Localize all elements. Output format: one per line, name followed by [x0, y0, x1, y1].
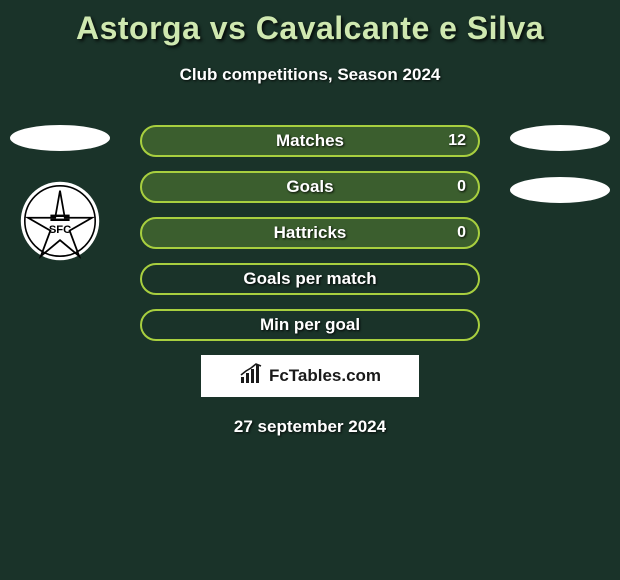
stat-row-hattricks: Hattricks 0: [140, 217, 480, 249]
stat-label: Hattricks: [140, 217, 480, 249]
subtitle: Club competitions, Season 2024: [0, 65, 620, 85]
stat-row-goals-per-match: Goals per match: [140, 263, 480, 295]
stat-row-goals: Goals 0: [140, 171, 480, 203]
page-title: Astorga vs Cavalcante e Silva: [0, 0, 620, 47]
stats-area: SFC Matches 12 Goals 0 Hattricks 0 Goals…: [0, 125, 620, 397]
brand-text: FcTables.com: [269, 366, 381, 386]
svg-text:SFC: SFC: [49, 224, 71, 236]
stat-value: 0: [457, 171, 466, 203]
player-left-placeholder: [10, 125, 110, 151]
stat-label: Goals per match: [140, 263, 480, 295]
club-badge-santos: SFC: [20, 181, 100, 261]
player-right-placeholder-1: [510, 125, 610, 151]
stat-label: Matches: [140, 125, 480, 157]
stat-bars: Matches 12 Goals 0 Hattricks 0 Goals per…: [140, 125, 480, 341]
chart-icon: [239, 363, 265, 390]
date-text: 27 september 2024: [0, 417, 620, 437]
stat-row-matches: Matches 12: [140, 125, 480, 157]
brand-box: FcTables.com: [201, 355, 419, 397]
stat-label: Min per goal: [140, 309, 480, 341]
stat-value: 0: [457, 217, 466, 249]
stat-row-min-per-goal: Min per goal: [140, 309, 480, 341]
stat-label: Goals: [140, 171, 480, 203]
stat-value: 12: [448, 125, 466, 157]
player-right-placeholder-2: [510, 177, 610, 203]
